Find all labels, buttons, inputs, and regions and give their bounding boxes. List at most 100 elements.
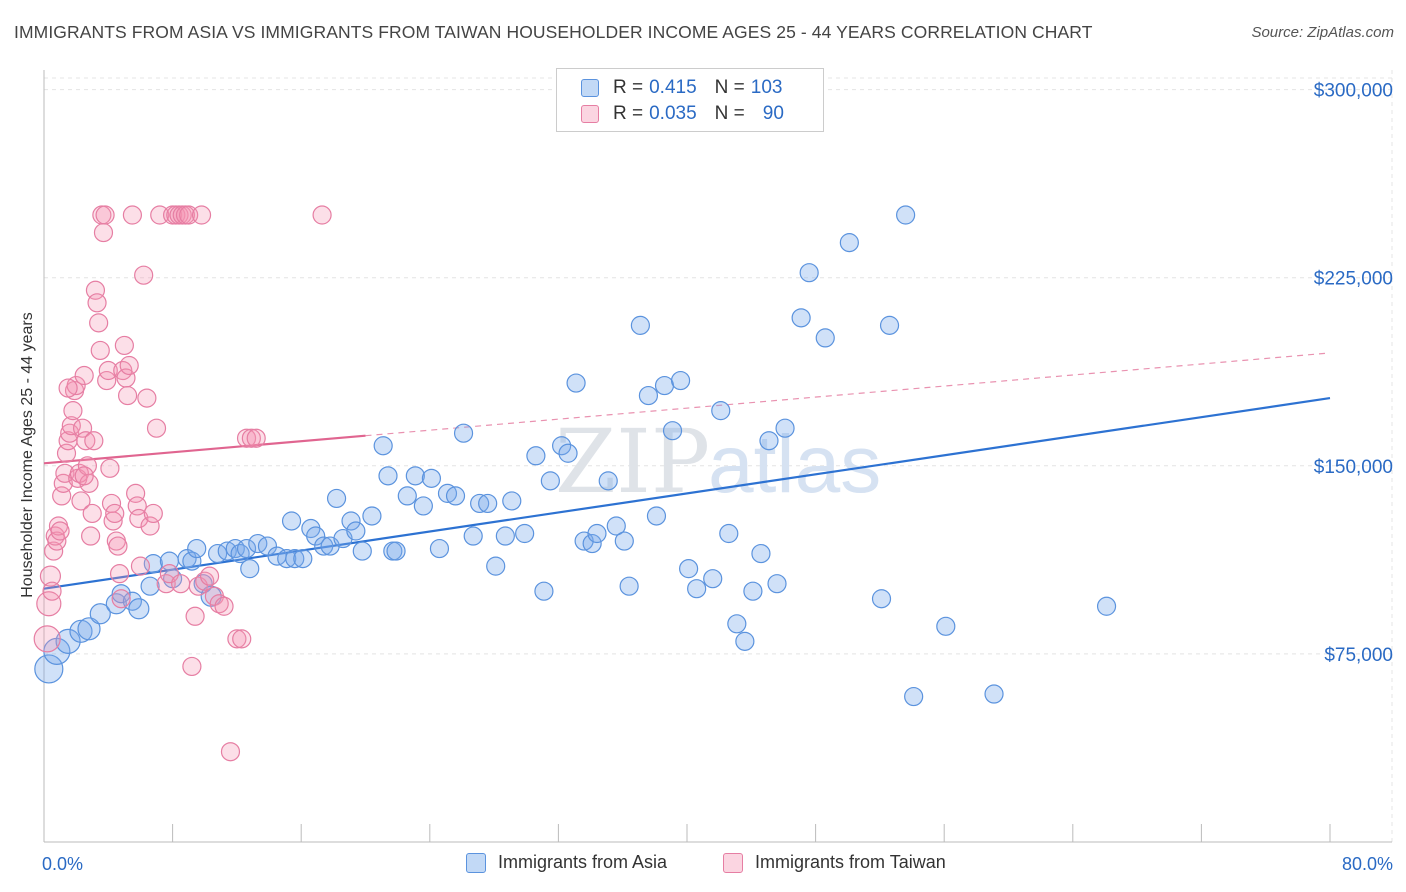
legend-n-value: 103 [750,77,783,98]
series-legend-taiwan: Immigrants from Taiwan [723,852,946,873]
watermark-atlas: atlas [708,419,881,510]
x-tick-label: 0.0% [42,854,83,874]
data-point [137,388,157,408]
data-point [478,493,498,514]
data-point [791,308,811,328]
data-point [463,526,483,546]
data-point [1096,596,1117,616]
data-point [236,428,257,448]
data-point [285,549,305,569]
data-point [117,385,138,406]
data-point [654,375,675,396]
data-point [105,593,127,615]
data-point [108,536,128,556]
data-point [413,496,433,516]
data-point [36,591,62,617]
data-point [566,373,586,393]
data-point [185,606,205,626]
data-point [140,516,160,536]
data-point [199,566,220,586]
data-point [230,543,250,564]
data-point [71,491,91,511]
data-point [241,428,261,448]
data-point [312,205,332,225]
data-point [72,418,93,438]
data-point [558,443,578,463]
data-point [470,493,490,514]
data-point [277,549,297,569]
data-point [82,503,102,524]
data-point [362,506,382,526]
data-point [735,631,755,651]
watermark: ZIP atlas [555,410,881,513]
series-swatch-asia [466,852,486,873]
data-point [81,526,101,546]
data-point [646,506,667,526]
data-point [34,654,64,684]
data-point [97,370,117,391]
data-point [50,521,70,541]
trend-line-taiwan [43,434,366,465]
data-point [61,416,81,436]
legend-row-taiwan: R = 0.035 N = 90 [581,103,784,125]
data-point [236,538,257,559]
data-point [386,541,406,561]
data-point [767,574,787,594]
data-point [687,579,707,599]
data-point [606,516,626,536]
data-point [341,511,361,531]
data-point [679,559,699,579]
y-tick-label: $300,000 [1314,81,1393,102]
data-point [134,265,154,285]
axes [43,70,1392,843]
data-point [306,526,326,546]
data-point [109,564,130,584]
data-point [246,428,266,448]
data-point [55,463,75,483]
y-tick-label: $225,000 [1314,269,1393,290]
data-point [90,340,110,361]
series-taiwan [33,205,332,762]
data-point [373,436,393,456]
data-point [74,365,94,386]
data-point [122,205,143,225]
data-point [598,471,618,491]
data-point [526,446,546,466]
series-legend-label: Immigrants from Taiwan [755,852,946,872]
data-point [904,686,924,707]
data-point [314,536,334,556]
data-points [33,205,1117,762]
data-point [143,503,163,524]
data-point [103,511,123,531]
data-point [191,205,212,225]
series-legend-label: Immigrants from Asia [498,852,668,872]
data-point [98,360,118,381]
data-point [662,421,683,441]
data-point [128,598,150,620]
data-point [614,531,634,551]
data-point [69,619,93,643]
y-tick-label: $75,000 [1324,645,1393,666]
data-point [703,569,723,589]
data-point [421,468,442,488]
data-point [799,263,819,283]
data-point [89,603,111,625]
data-point [55,628,81,654]
data-point [114,335,134,356]
data-point [630,315,650,335]
data-point [220,742,241,762]
legend: R = 0.415 N = 103 R = 0.035 N = 90 [556,68,824,132]
data-point [587,523,607,544]
data-point [582,533,602,554]
legend-r-value: 0.415 [649,77,697,98]
source-label: Source: ZipAtlas.com [1251,24,1394,41]
data-point [58,378,78,398]
data-point [93,222,114,243]
data-point [66,375,86,396]
data-point [293,549,313,569]
data-point [326,488,347,509]
data-point [397,486,417,506]
data-point [119,355,139,376]
trend-line-extension-taiwan [365,352,1331,437]
